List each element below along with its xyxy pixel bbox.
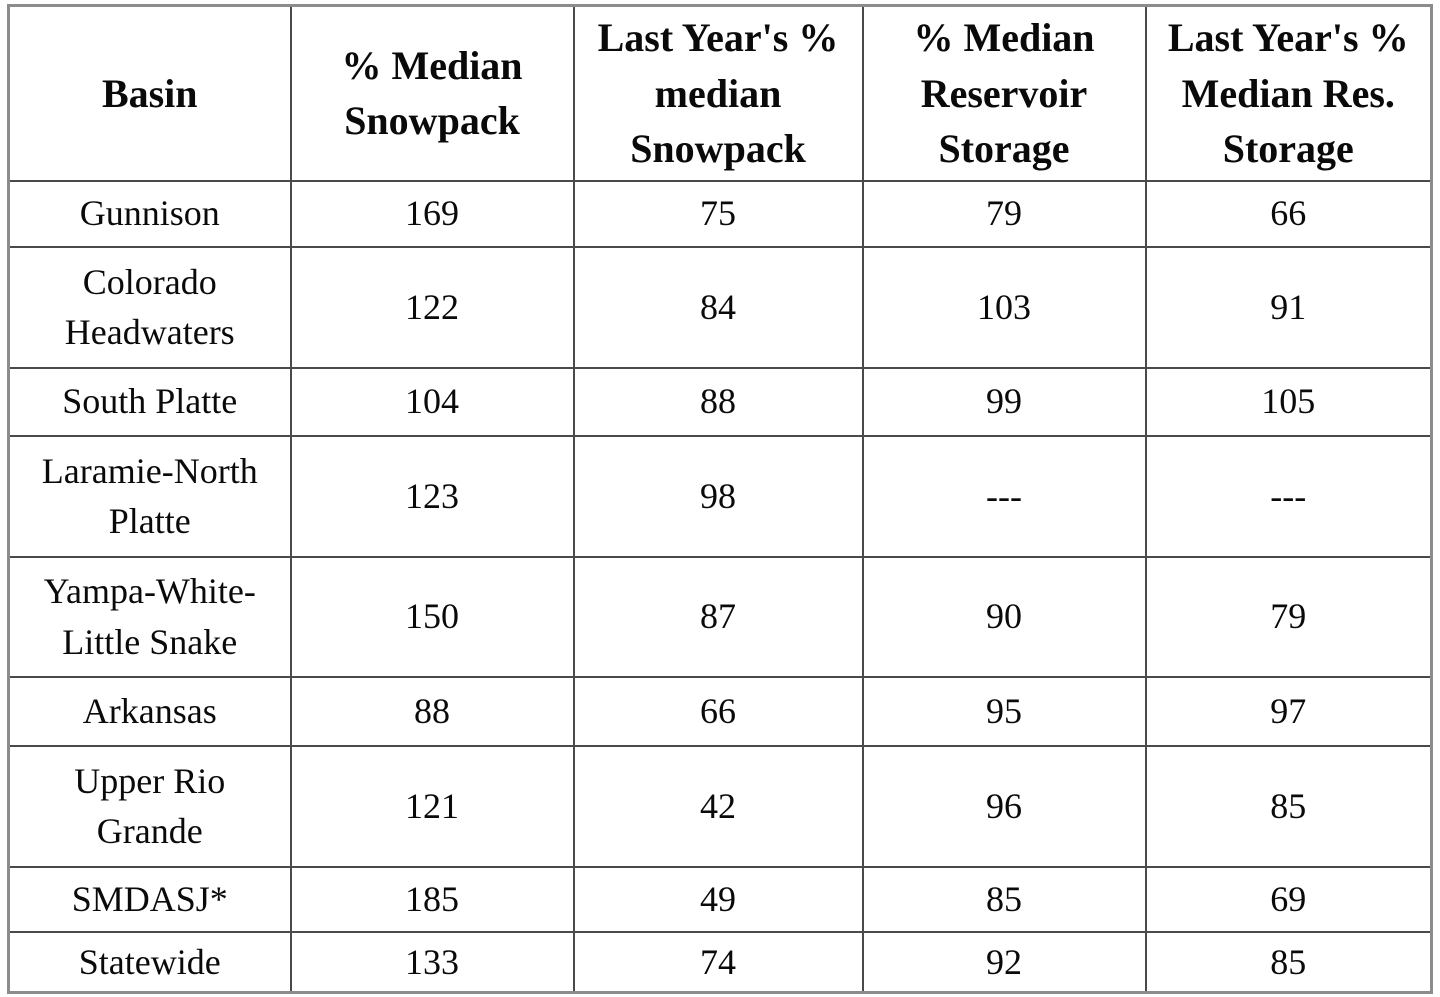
column-header: Last Year's % median Snowpack bbox=[572, 4, 864, 182]
column-header: % Median Snowpack bbox=[289, 4, 575, 182]
value-cell: 95 bbox=[861, 675, 1147, 747]
basin-name-cell: Gunnison bbox=[7, 179, 292, 248]
table-row: Arkansas 88 66 95 97 bbox=[7, 675, 1433, 747]
value-cell: 169 bbox=[289, 179, 575, 248]
basin-name-cell: Arkansas bbox=[7, 675, 292, 747]
value-cell: 185 bbox=[289, 865, 575, 933]
value-cell: 79 bbox=[1144, 555, 1433, 678]
basin-name-cell: Colorado Headwaters bbox=[7, 245, 292, 369]
value-cell: 91 bbox=[1144, 245, 1433, 369]
value-cell: 85 bbox=[1144, 930, 1433, 994]
table-row: Statewide 133 74 92 85 bbox=[7, 930, 1433, 994]
value-cell: 150 bbox=[289, 555, 575, 678]
value-cell: 49 bbox=[572, 865, 864, 933]
value-cell: --- bbox=[861, 434, 1147, 558]
snowpack-reservoir-table: Basin% Median Snowpack Last Year's % medi… bbox=[7, 4, 1433, 994]
value-cell: 66 bbox=[1144, 179, 1433, 248]
basin-name-cell: Yampa-White- Little Snake bbox=[7, 555, 292, 678]
value-cell: 92 bbox=[861, 930, 1147, 994]
basin-name-cell: Statewide bbox=[7, 930, 292, 994]
value-cell: 133 bbox=[289, 930, 575, 994]
value-cell: 88 bbox=[289, 675, 575, 747]
table-row: SMDASJ* 185 49 85 69 bbox=[7, 865, 1433, 933]
table-row: Colorado Headwaters 122 84 103 91 bbox=[7, 245, 1433, 369]
column-header: Basin bbox=[7, 4, 292, 182]
value-cell: --- bbox=[1144, 434, 1433, 558]
table-row: Upper Rio Grande 121 42 96 85 bbox=[7, 744, 1433, 868]
value-cell: 69 bbox=[1144, 865, 1433, 933]
value-cell: 79 bbox=[861, 179, 1147, 248]
table-row: Gunnison 169 75 79 66 bbox=[7, 179, 1433, 248]
value-cell: 84 bbox=[572, 245, 864, 369]
value-cell: 105 bbox=[1144, 366, 1433, 437]
value-cell: 98 bbox=[572, 434, 864, 558]
value-cell: 85 bbox=[1144, 744, 1433, 868]
value-cell: 66 bbox=[572, 675, 864, 747]
value-cell: 104 bbox=[289, 366, 575, 437]
value-cell: 85 bbox=[861, 865, 1147, 933]
value-cell: 42 bbox=[572, 744, 864, 868]
value-cell: 96 bbox=[861, 744, 1147, 868]
value-cell: 97 bbox=[1144, 675, 1433, 747]
header-row: Basin% Median Snowpack Last Year's % medi… bbox=[7, 4, 1433, 182]
value-cell: 75 bbox=[572, 179, 864, 248]
value-cell: 99 bbox=[861, 366, 1147, 437]
table-row: Laramie-North Platte 123 98 --- --- bbox=[7, 434, 1433, 558]
value-cell: 90 bbox=[861, 555, 1147, 678]
value-cell: 103 bbox=[861, 245, 1147, 369]
table-row: Yampa-White- Little Snake 150 87 90 79 bbox=[7, 555, 1433, 678]
value-cell: 74 bbox=[572, 930, 864, 994]
basin-name-cell: Laramie-North Platte bbox=[7, 434, 292, 558]
column-header: Last Year's % Median Res. Storage bbox=[1144, 4, 1433, 182]
table-body: Gunnison 169 75 79 66 Colorado Headwaters 122 8… bbox=[7, 179, 1433, 994]
basin-name-cell: South Platte bbox=[7, 366, 292, 437]
column-header: % Median Reservoir Storage bbox=[861, 4, 1147, 182]
value-cell: 123 bbox=[289, 434, 575, 558]
table-row: South Platte 104 88 99 105 bbox=[7, 366, 1433, 437]
basin-name-cell: Upper Rio Grande bbox=[7, 744, 292, 868]
value-cell: 122 bbox=[289, 245, 575, 369]
value-cell: 87 bbox=[572, 555, 864, 678]
value-cell: 88 bbox=[572, 366, 864, 437]
value-cell: 121 bbox=[289, 744, 575, 868]
basin-name-cell: SMDASJ* bbox=[7, 865, 292, 933]
